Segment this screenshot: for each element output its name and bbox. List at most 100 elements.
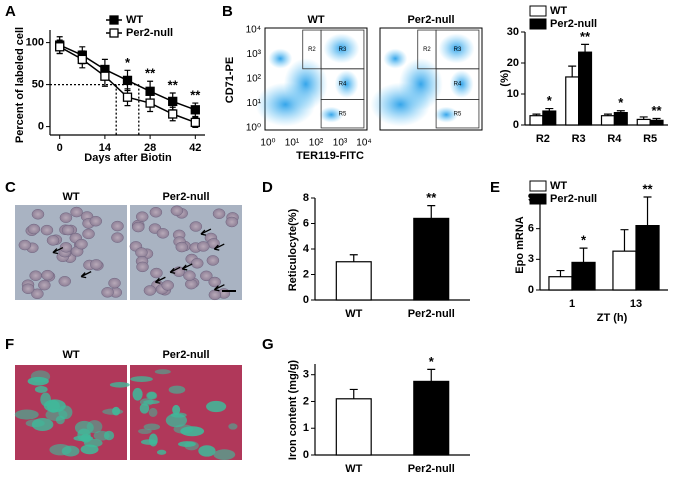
x-axis-label: Days after Biotin (84, 152, 172, 164)
iron-stain (140, 439, 158, 445)
cell (108, 277, 121, 289)
cell (175, 241, 189, 253)
y-tick-label: 2 (303, 268, 309, 280)
arrow (52, 246, 64, 255)
y-tick-label: 6 (303, 217, 309, 229)
gate-label: R3 (339, 47, 347, 53)
cell-cloud (268, 48, 293, 69)
gate-label: R3 (454, 47, 462, 53)
cell (190, 258, 204, 269)
gate-label: R4 (339, 82, 347, 88)
bar (600, 115, 615, 126)
iron-stain (30, 370, 51, 383)
bar (578, 51, 593, 126)
iron-stain (58, 405, 73, 420)
y-tick-label: 10⁴ (246, 25, 261, 36)
cell (197, 241, 210, 252)
y-tick-label: 10 (507, 88, 519, 100)
significance: * (581, 233, 587, 248)
point (122, 75, 133, 86)
gate-label: R4 (454, 82, 462, 88)
iron-stain (198, 445, 216, 457)
cell (111, 232, 124, 243)
cell (101, 287, 114, 298)
point (168, 109, 178, 119)
significance: ** (642, 181, 653, 196)
image-title: WT (62, 191, 79, 203)
error-bar (532, 113, 541, 116)
cell (212, 208, 226, 219)
cell (38, 279, 51, 291)
significance: ** (426, 190, 437, 205)
error-bar (427, 368, 436, 382)
gate (435, 99, 480, 129)
bar (635, 225, 660, 291)
cell (143, 285, 157, 296)
bar (413, 217, 450, 301)
cell (82, 228, 95, 240)
x-tick-label: R2 (536, 133, 550, 145)
cell (59, 242, 73, 253)
arrow (213, 243, 225, 251)
iron-stain (93, 430, 110, 441)
iron-stain (83, 438, 103, 448)
cell-cloud (438, 33, 475, 64)
y-axis-label: (%) (499, 69, 511, 86)
significance: ** (190, 88, 201, 103)
cell (135, 211, 149, 222)
legend-label: WT (550, 5, 567, 17)
x-tick-label: WT (345, 308, 362, 320)
y-tick-label: 0 (38, 121, 44, 133)
x-axis-label: TER119-FITC (296, 150, 364, 162)
arrow (154, 276, 166, 284)
arrow (80, 271, 92, 279)
significance: * (429, 354, 435, 369)
point (190, 105, 200, 115)
iron-stain (47, 399, 60, 413)
cell-cloud (449, 70, 474, 99)
error-bar (349, 254, 358, 262)
bar (649, 119, 664, 126)
y-tick-label: 20 (507, 57, 519, 69)
plot-title: WT (307, 14, 324, 26)
y-tick-label: 30 (507, 26, 519, 38)
iron-stain (206, 400, 227, 413)
image-title: Per2-null (162, 191, 209, 203)
x-tick-label: R3 (572, 133, 586, 145)
iron-stain (139, 403, 150, 414)
legend-label: Per2-null (550, 18, 597, 30)
legend-label: Per2-null (550, 193, 597, 205)
cell (27, 223, 41, 235)
error-bar (643, 196, 652, 226)
gate-label: R5 (339, 111, 347, 117)
error-bar (427, 205, 436, 219)
x-tick-label: 10² (309, 138, 324, 149)
arrow (169, 266, 181, 274)
cell (31, 209, 45, 220)
significance: * (547, 93, 553, 108)
legend-label: Per2-null (126, 27, 173, 39)
significance: ** (168, 77, 179, 92)
point (55, 42, 65, 52)
y-tick-label: 100 (26, 37, 44, 49)
cell-cloud (334, 70, 359, 99)
cell-cloud (319, 106, 344, 123)
x-tick-label: 14 (99, 142, 112, 154)
cell (61, 224, 75, 236)
error-bar (620, 229, 629, 252)
significance: ** (580, 29, 591, 44)
iron-stain (170, 412, 187, 418)
y-tick-label: 3 (528, 253, 534, 265)
cell (41, 269, 54, 281)
error-bar (545, 107, 554, 112)
y-axis-label: Percent of labeled cell (14, 27, 26, 143)
y-tick-label: 1 (303, 422, 309, 434)
cell (21, 283, 35, 294)
cell (89, 215, 103, 227)
arrow (213, 284, 225, 292)
panel-letter: B (222, 3, 233, 20)
cell (161, 280, 174, 291)
cell (31, 288, 44, 300)
legend-marker (109, 15, 119, 25)
